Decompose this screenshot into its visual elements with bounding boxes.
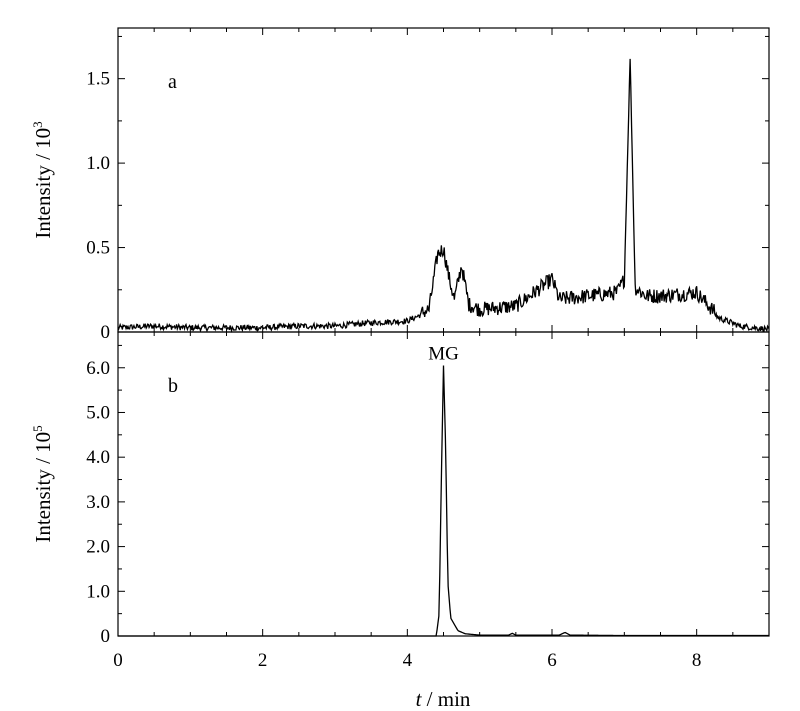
y-tick-label: 5.0 [86, 402, 110, 423]
panel-b-letter: b [168, 375, 178, 397]
y-tick-label: 0.5 [86, 238, 110, 259]
panel-a-ticks [117, 28, 770, 333]
panel-a-series-line [117, 58, 770, 334]
panel-b-y-axis-title: Intensity / 105 [30, 425, 55, 542]
y-tick-label: 0 [101, 322, 111, 343]
x-tick-label: 0 [113, 650, 123, 671]
y-tick-label: 1.0 [86, 581, 110, 602]
panel-a-letter: a [168, 71, 177, 93]
x-tick-label: 4 [403, 650, 413, 671]
mg-peak-annotation: MG [428, 344, 459, 365]
panel-a-frame [117, 27, 770, 333]
panel-a-y-axis-title: Intensity / 103 [30, 121, 55, 238]
x-tick-label: 8 [692, 650, 702, 671]
y-tick-label: 6.0 [86, 358, 110, 379]
y-tick-label: 3.0 [86, 492, 110, 513]
y-tick-label: 1.0 [86, 153, 110, 174]
x-tick-label: 6 [547, 650, 557, 671]
y-tick-label: 0 [101, 626, 111, 647]
y-tick-label: 4.0 [86, 447, 110, 468]
panel-a-y-tick-labels: 0 0.5 1.0 1.5 [86, 69, 110, 343]
panel-b: 0 1.0 2.0 3.0 4.0 5.0 6.0 0 2 4 6 8 b MG Intensity… [30, 331, 770, 671]
panel-b-series-line [118, 365, 769, 637]
y-tick-label: 2.0 [86, 537, 110, 558]
x-axis-title: t / min [416, 687, 471, 711]
x-tick-label: 2 [258, 650, 268, 671]
panel-a: 0 0.5 1.0 1.5 a Intensity / 103 [30, 27, 770, 343]
panel-b-y-tick-labels: 0 1.0 2.0 3.0 4.0 5.0 6.0 [86, 358, 110, 647]
y-tick-label: 1.5 [86, 69, 110, 90]
x-tick-labels: 0 2 4 6 8 [113, 650, 701, 671]
